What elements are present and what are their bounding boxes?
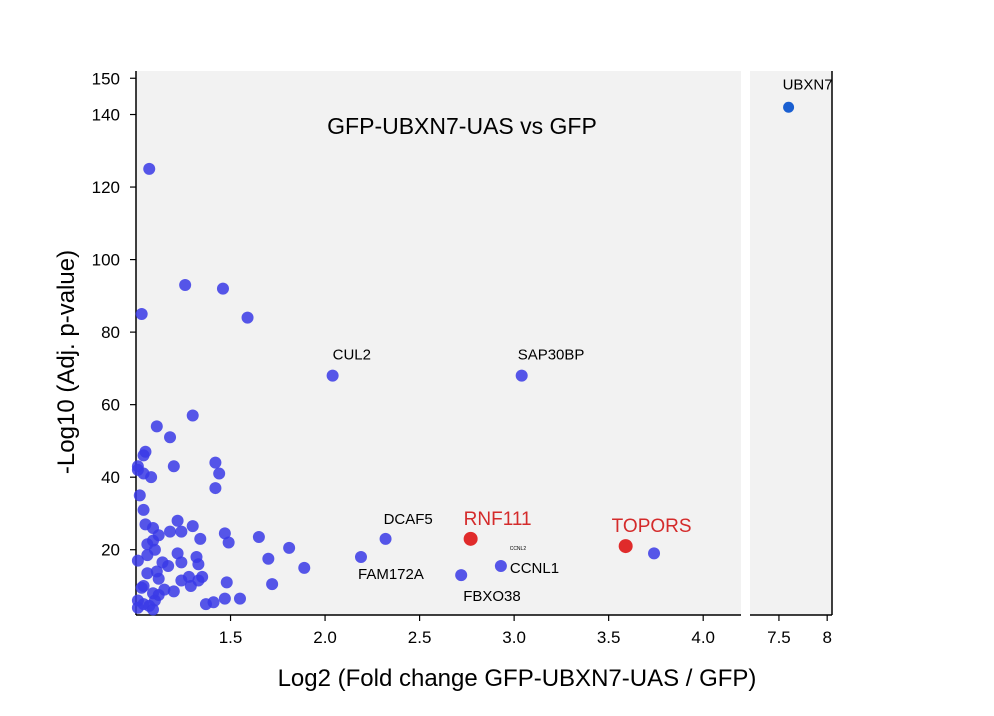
data-point <box>175 574 188 587</box>
data-point <box>167 460 180 473</box>
data-point <box>175 556 188 569</box>
point-ccnl1 <box>494 560 507 573</box>
data-point <box>164 431 177 444</box>
x-axis-ticks: 1.5 2.0 2.5 3.0 3.5 4.0 7.5 8 <box>219 615 832 647</box>
data-point <box>218 592 231 605</box>
data-point <box>131 554 144 567</box>
y-tick-label: 150 <box>92 69 120 88</box>
y-tick-label: 60 <box>101 396 120 415</box>
data-point <box>186 409 199 422</box>
y-tick-label: 40 <box>101 468 120 487</box>
chart-title: GFP-UBXN7-UAS vs GFP <box>327 113 597 139</box>
data-point <box>233 592 246 605</box>
label-sap30bp: SAP30BP <box>518 347 585 364</box>
data-point <box>179 278 192 291</box>
data-point <box>184 579 197 592</box>
data-point <box>213 467 226 480</box>
x-tick-label: 3.5 <box>597 628 621 647</box>
data-point <box>167 585 180 598</box>
data-point <box>135 581 148 594</box>
data-point <box>298 561 311 574</box>
label-ccnl2: CCNL2 <box>510 546 527 552</box>
data-point <box>171 547 184 560</box>
x-tick-label: 3.0 <box>502 628 526 647</box>
label-ubxn7: UBXN7 <box>783 76 833 93</box>
x-tick-label: 8 <box>822 628 831 647</box>
point-rnf111 <box>463 531 478 546</box>
label-rnf111: RNF111 <box>464 509 532 530</box>
y-tick-label: 20 <box>101 541 120 560</box>
data-points <box>131 162 661 616</box>
data-point <box>266 578 279 591</box>
break-panel-background <box>750 71 832 615</box>
y-axis-ticks: 20 40 60 80 100 120 140 150 <box>92 69 136 560</box>
data-point <box>218 527 231 540</box>
x-tick-label: 1.5 <box>219 628 243 647</box>
x-axis-title: Log2 (Fold change GFP-UBXN7-UAS / GFP) <box>278 665 757 692</box>
data-point <box>192 558 205 571</box>
data-point <box>241 311 254 324</box>
y-tick-label: 140 <box>92 106 120 125</box>
data-point <box>283 541 296 554</box>
data-point <box>194 532 207 545</box>
data-point <box>137 503 150 516</box>
data-point <box>137 449 150 462</box>
data-point <box>162 560 175 573</box>
labeled-points: UBXN7 CUL2 SAP30BP DCAF5 RNF111 TOPORS FAM172A… <box>326 76 833 605</box>
x-tick-label: 2.5 <box>408 628 432 647</box>
data-point <box>147 534 160 547</box>
data-point <box>209 456 222 469</box>
data-point <box>133 489 146 502</box>
main-panel-background <box>136 71 741 615</box>
label-fbxo38: FBXO38 <box>463 588 521 605</box>
data-point <box>648 547 661 560</box>
point-ubxn7 <box>783 101 795 113</box>
data-point <box>152 572 165 585</box>
point-topors <box>618 539 633 554</box>
y-tick-label: 120 <box>92 178 120 197</box>
data-point <box>164 525 177 538</box>
label-ccnl1: CCNL1 <box>510 560 559 577</box>
point-cul2 <box>326 369 339 382</box>
point-sap30bp <box>515 369 528 382</box>
label-topors: TOPORS <box>612 516 692 537</box>
data-point <box>209 482 222 495</box>
data-point <box>199 598 212 611</box>
data-point <box>135 307 148 320</box>
y-axis-title: -Log10 (Adj. p-value) <box>53 250 80 474</box>
data-point <box>141 567 154 580</box>
data-point <box>262 552 275 565</box>
data-point <box>150 420 163 433</box>
label-cul2: CUL2 <box>333 347 371 364</box>
label-fam172a: FAM172A <box>358 566 424 583</box>
y-tick-label: 80 <box>101 323 120 342</box>
point-dcaf5 <box>379 532 392 545</box>
x-tick-label: 4.0 <box>691 628 715 647</box>
point-fam172a <box>354 550 367 563</box>
data-point <box>147 603 160 616</box>
data-point <box>252 531 265 544</box>
data-point <box>220 576 233 589</box>
label-dcaf5: DCAF5 <box>384 511 433 528</box>
data-point <box>171 514 184 527</box>
x-tick-label: 7.5 <box>767 628 791 647</box>
data-point <box>145 471 158 484</box>
x-tick-label: 2.0 <box>313 628 337 647</box>
data-point <box>141 549 154 562</box>
data-point <box>222 536 235 549</box>
data-point <box>186 520 199 533</box>
point-fbxo38 <box>455 569 468 582</box>
y-tick-label: 100 <box>92 251 120 270</box>
data-point <box>216 282 229 295</box>
data-point <box>131 601 144 614</box>
data-point <box>143 162 156 175</box>
data-point <box>175 525 188 538</box>
